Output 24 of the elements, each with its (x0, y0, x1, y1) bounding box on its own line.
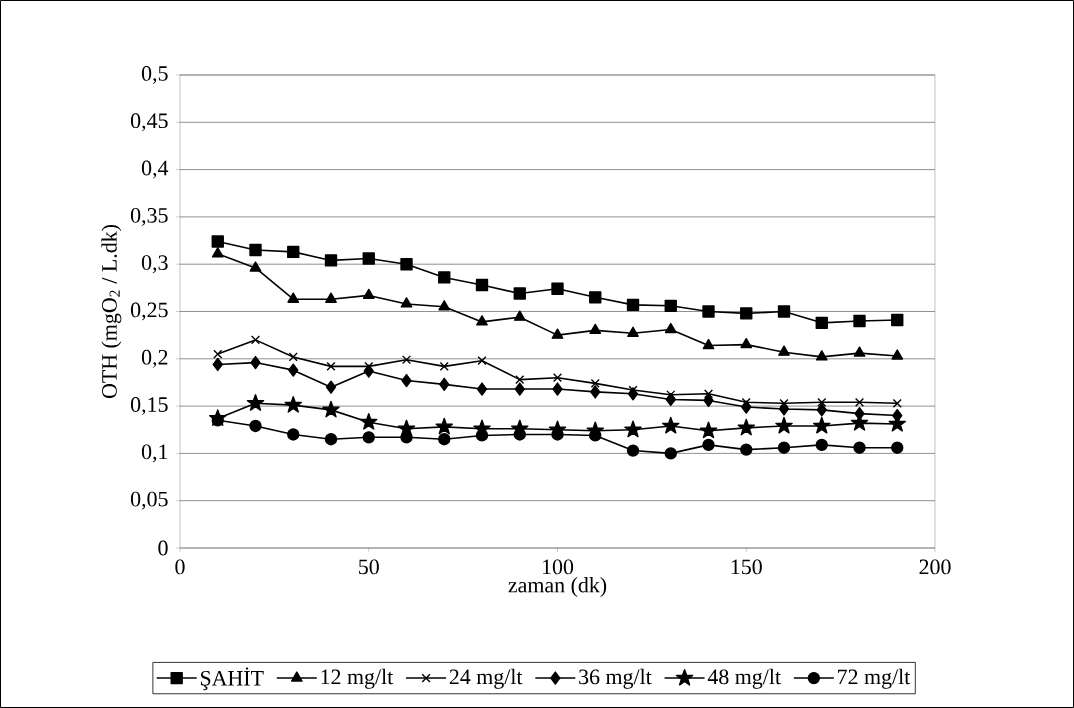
y-tick-label: 0,25 (130, 302, 168, 321)
y-tick-label: 0,15 (130, 397, 168, 416)
y-tick-label: 0,5 (141, 66, 168, 84)
y-tick-label: 0,2 (141, 349, 168, 368)
legend-label: 72 mg/lt (838, 668, 911, 689)
legend-label: 36 mg/lt (579, 668, 652, 689)
y-tick-label: 0,3 (141, 255, 168, 274)
x-tick-label: 100 (542, 559, 574, 575)
x-tick-label: 50 (359, 559, 379, 575)
y-tick-label: 0,35 (130, 207, 168, 226)
y-tick-label: 0,4 (141, 160, 169, 179)
y-tick-label: 0,05 (130, 491, 168, 510)
x-tick-label: 150 (731, 559, 762, 575)
x-tick-label: 0 (175, 559, 185, 575)
legend-label: ŞAHİT (200, 667, 264, 691)
y-tick-label: 0,1 (141, 444, 168, 463)
x-axis-title: zaman (dk) (508, 577, 607, 597)
y-tick-label: 0,45 (130, 113, 168, 132)
legend-label: 48 mg/lt (707, 668, 781, 689)
y-tick-label: 0 (158, 540, 168, 556)
x-tick-label: 200 (919, 559, 951, 575)
legend-label: 24 mg/lt (449, 668, 523, 689)
y-axis-title: OTH (mgO$_{2}$ / L.dk) (101, 224, 122, 399)
legend-label: 12 mg/lt (321, 668, 394, 689)
